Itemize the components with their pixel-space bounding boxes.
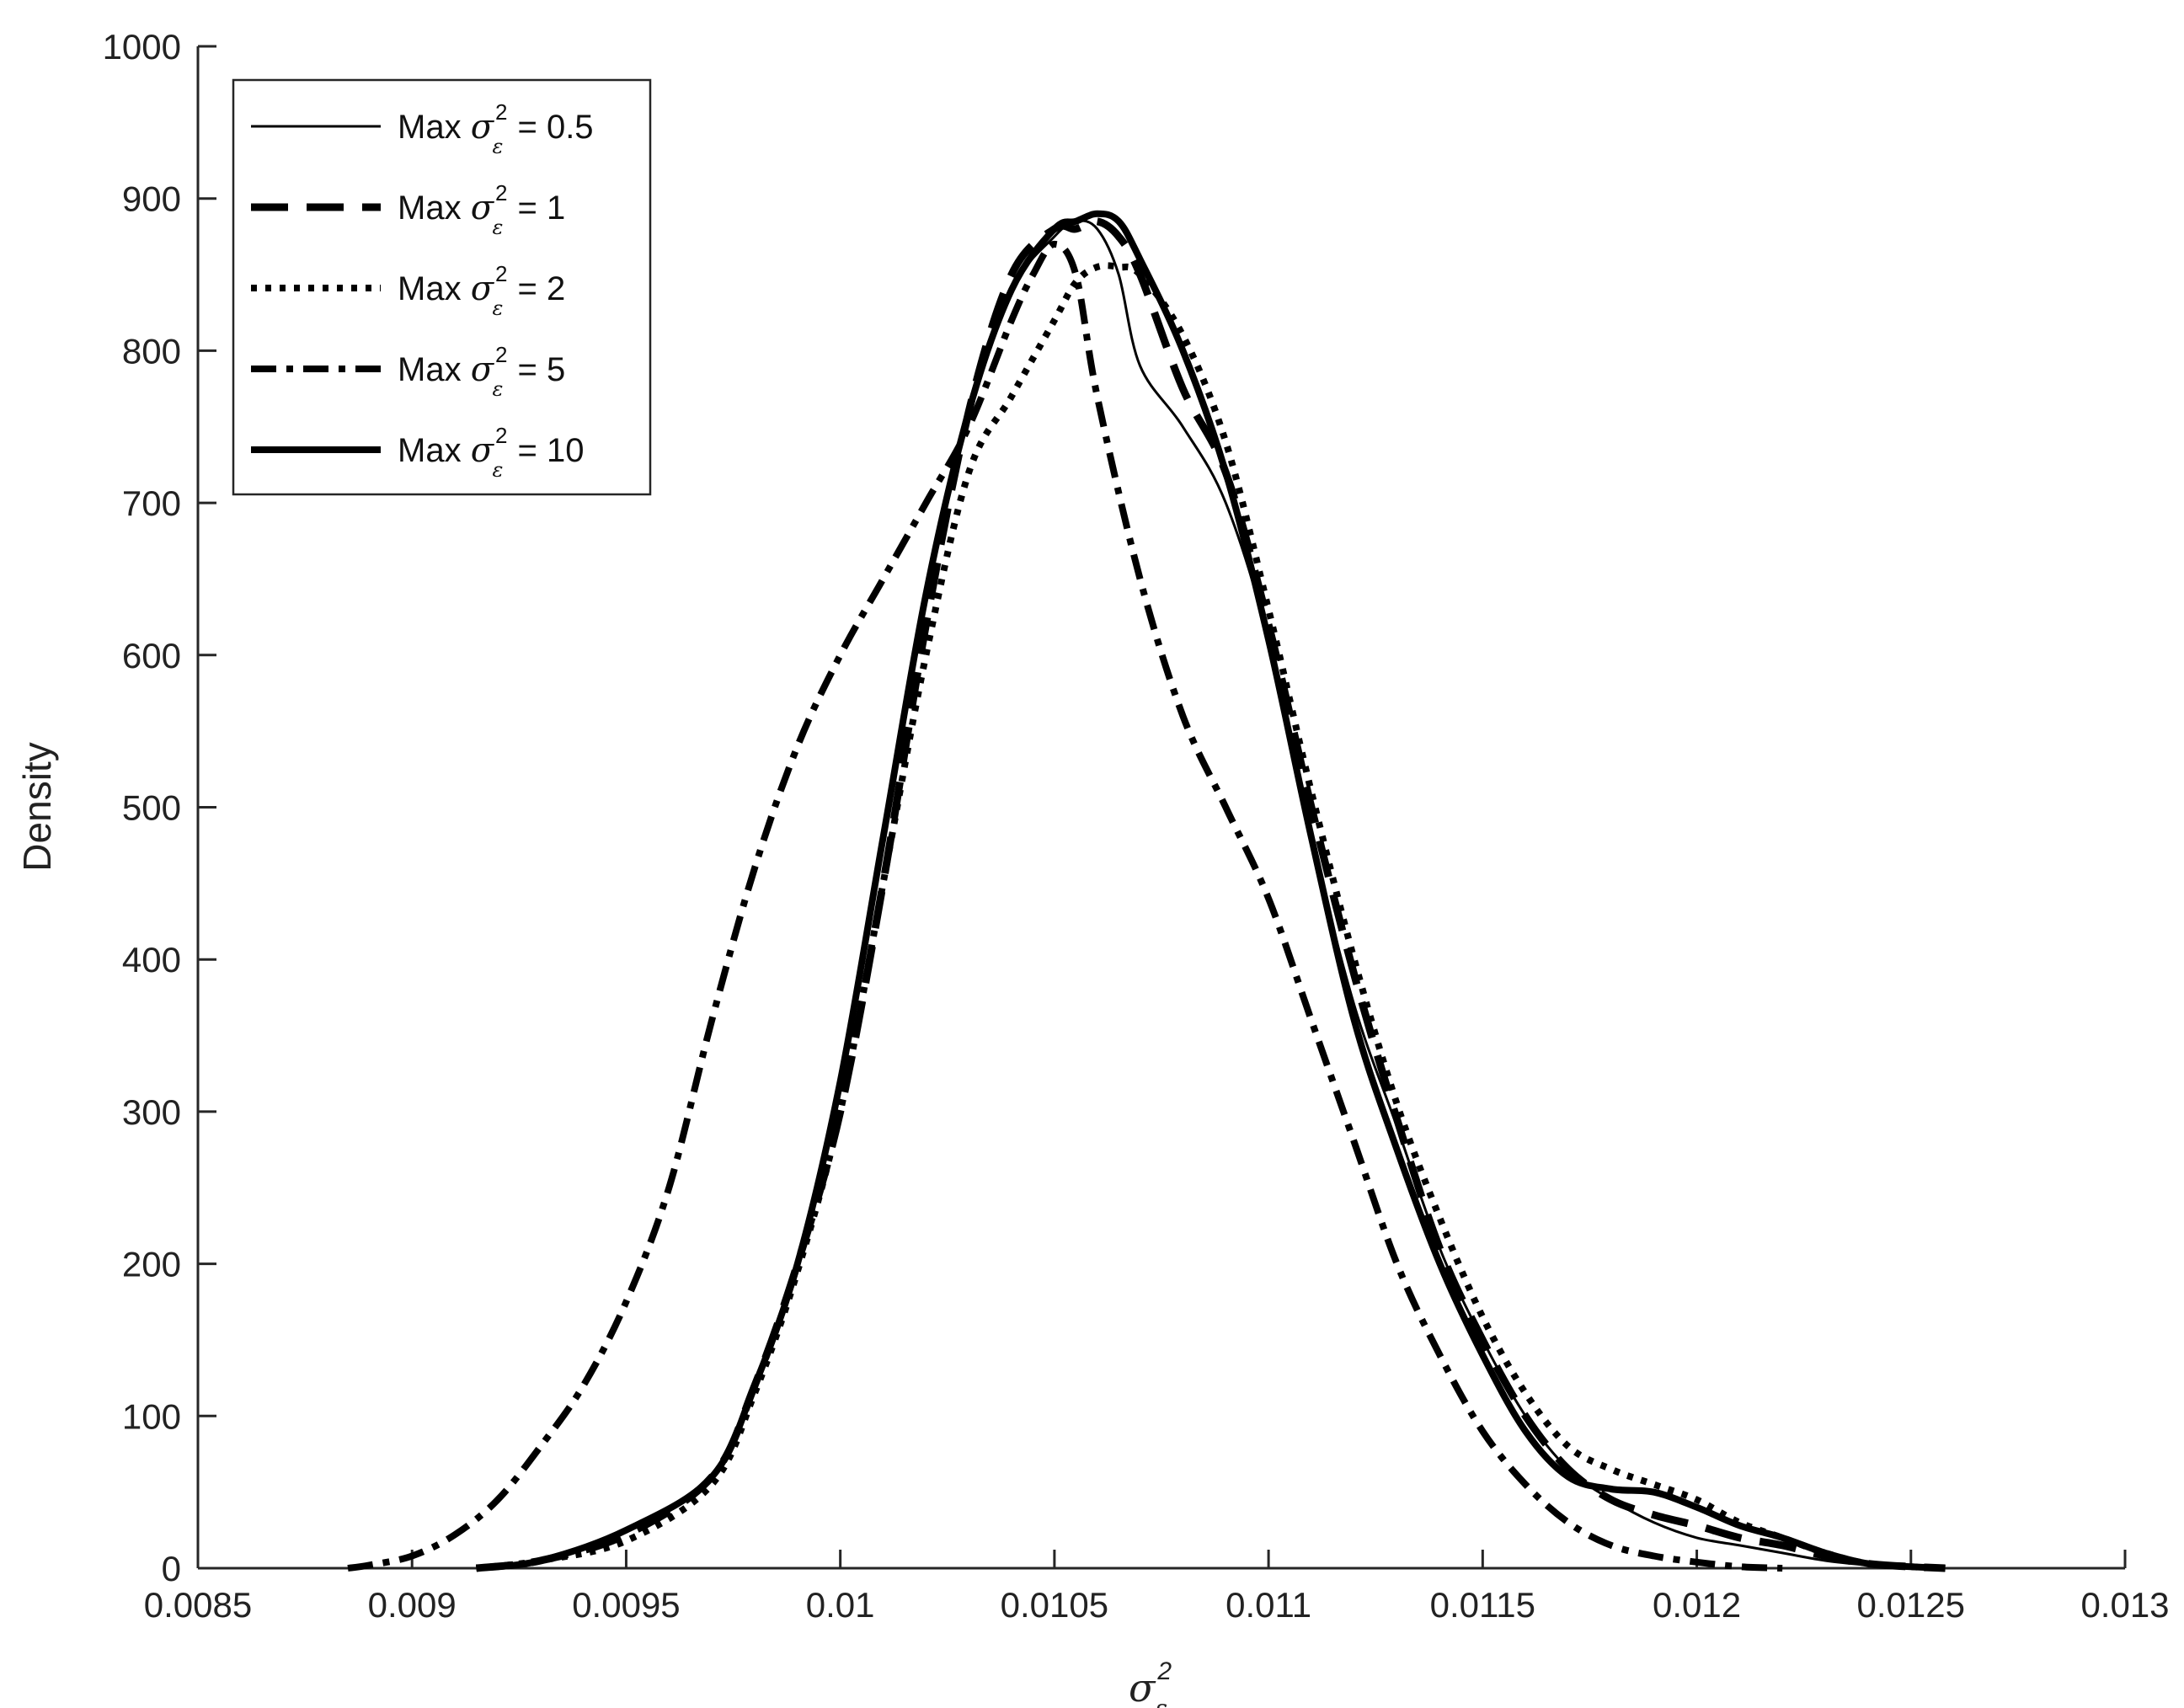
legend-box	[232, 78, 652, 496]
y-tick-label: 800	[122, 331, 181, 371]
x-axis-label: σ2ε	[1129, 1657, 1172, 1708]
x-tick-label: 0.013	[2080, 1585, 2169, 1625]
x-tick-label: 0.011	[1225, 1585, 1311, 1625]
legend-label: Max σ2 ε = 5	[398, 342, 565, 401]
legend: Max σ2 ε = 0.5 Max σ2 ε = 1 Max σ2 ε = 2 Max σ…	[232, 78, 652, 496]
y-tick-label: 0	[162, 1549, 181, 1588]
x-tick-label: 0.012	[1653, 1585, 1741, 1625]
y-tick-label: 600	[122, 636, 181, 675]
y-tick-label: 500	[122, 788, 181, 828]
legend-label: Max σ2 ε = 1	[398, 180, 565, 239]
axes: 0.0085 0.009 0.0095 0.01 0.0105 0.011 0.0115 0.…	[103, 27, 2170, 1625]
series-line-2	[475, 217, 1946, 1572]
series-line-3	[476, 262, 1946, 1572]
x-tick-label: 0.009	[368, 1585, 457, 1625]
x-axis-label-text: σ2ε	[1129, 1657, 1172, 1708]
y-tick-label: 900	[122, 179, 181, 219]
y-tick-label: 400	[122, 940, 181, 979]
x-tick-label: 0.0125	[1857, 1585, 1965, 1625]
series-line-1	[476, 219, 1911, 1570]
y-tick-label: 100	[122, 1396, 181, 1436]
y-tick-label: 700	[122, 483, 181, 523]
y-tick-label: 300	[122, 1092, 181, 1132]
legend-label: Max σ2 ε = 2	[398, 261, 565, 320]
x-tick-label: 0.01	[806, 1585, 875, 1625]
y-tick-label: 200	[122, 1245, 181, 1284]
x-tick-label: 0.0095	[572, 1585, 680, 1625]
y-axis-label: Density	[15, 742, 59, 871]
series-line-4	[347, 240, 1783, 1572]
series-lines	[347, 210, 1946, 1572]
legend-label: Max σ2 ε = 10	[398, 423, 584, 482]
x-tick-label: 0.0085	[144, 1585, 252, 1625]
series-line-5	[476, 210, 1946, 1572]
legend-label: Max σ2 ε = 0.5	[398, 99, 594, 158]
x-tick-label: 0.0115	[1430, 1585, 1535, 1625]
x-tick-label: 0.0105	[1001, 1585, 1108, 1625]
y-tick-label: 1000	[103, 27, 181, 67]
